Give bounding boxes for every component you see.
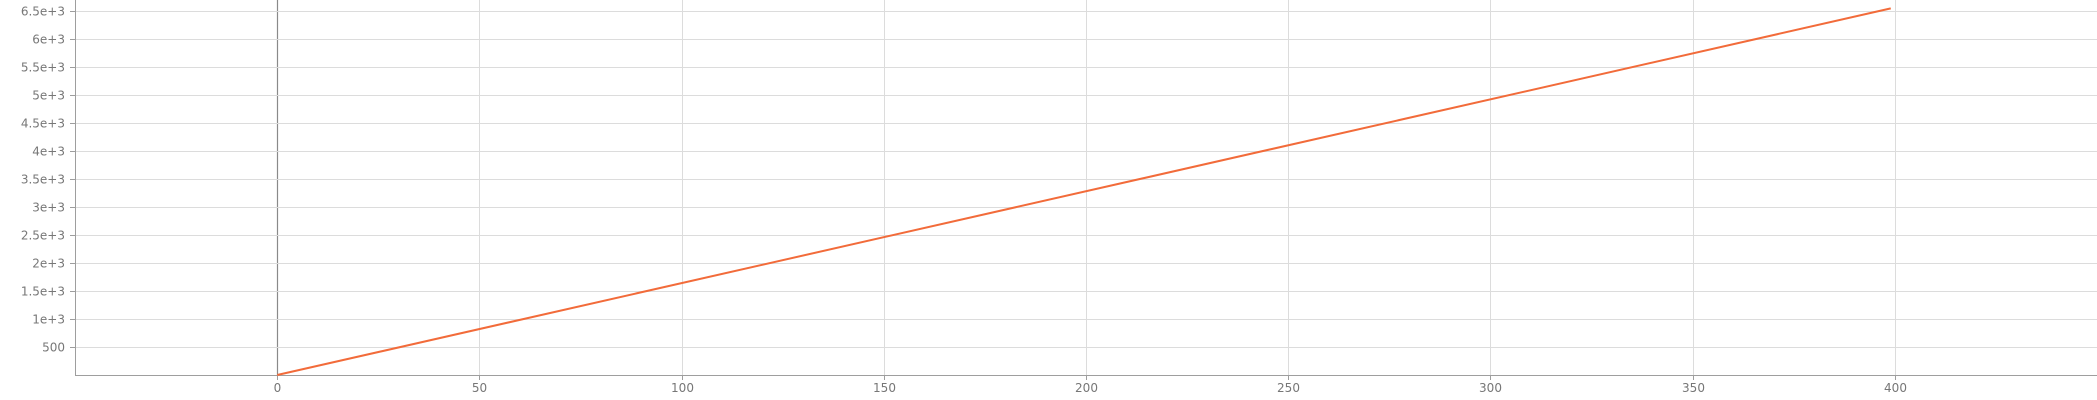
y-tick-label: 500	[42, 341, 65, 355]
y-tick-label: 6e+3	[32, 33, 65, 47]
x-tick-label: 150	[873, 381, 896, 395]
x-tick-label: 350	[1682, 381, 1705, 395]
x-tick-label: 100	[671, 381, 694, 395]
series-line	[276, 7, 1891, 376]
x-tick-label: 50	[472, 381, 487, 395]
y-tick-label: 5.5e+3	[21, 61, 65, 75]
y-tick-label: 6.5e+3	[21, 5, 65, 19]
series-layer	[276, 7, 1891, 376]
x-axis-tick-labels: 0 50 100 150 200 250 300 350 400	[274, 381, 1907, 395]
vertical-gridlines	[276, 0, 1896, 375]
y-tick-label: 3.5e+3	[21, 173, 65, 187]
y-tick-label: 1.5e+3	[21, 285, 65, 299]
horizontal-gridlines	[75, 11, 2097, 348]
x-tick-label: 250	[1277, 381, 1300, 395]
x-tick-label: 200	[1075, 381, 1098, 395]
y-tick-label: 2e+3	[32, 257, 65, 271]
y-tick-label: 5e+3	[32, 89, 65, 103]
y-tick-label: 3e+3	[32, 201, 65, 215]
y-tick-label: 4e+3	[32, 145, 65, 159]
x-tick-label: 0	[274, 381, 282, 395]
axes	[70, 0, 2097, 380]
y-tick-label: 2.5e+3	[21, 229, 65, 243]
y-axis-tick-labels: 500 1e+3 1.5e+3 2e+3 2.5e+3 3e+3 3.5e+3 4e+3 4.5…	[21, 5, 65, 355]
x-tick-label: 400	[1884, 381, 1907, 395]
y-tick-label: 1e+3	[32, 313, 65, 327]
y-tick-label: 4.5e+3	[21, 117, 65, 131]
x-tick-label: 300	[1479, 381, 1502, 395]
